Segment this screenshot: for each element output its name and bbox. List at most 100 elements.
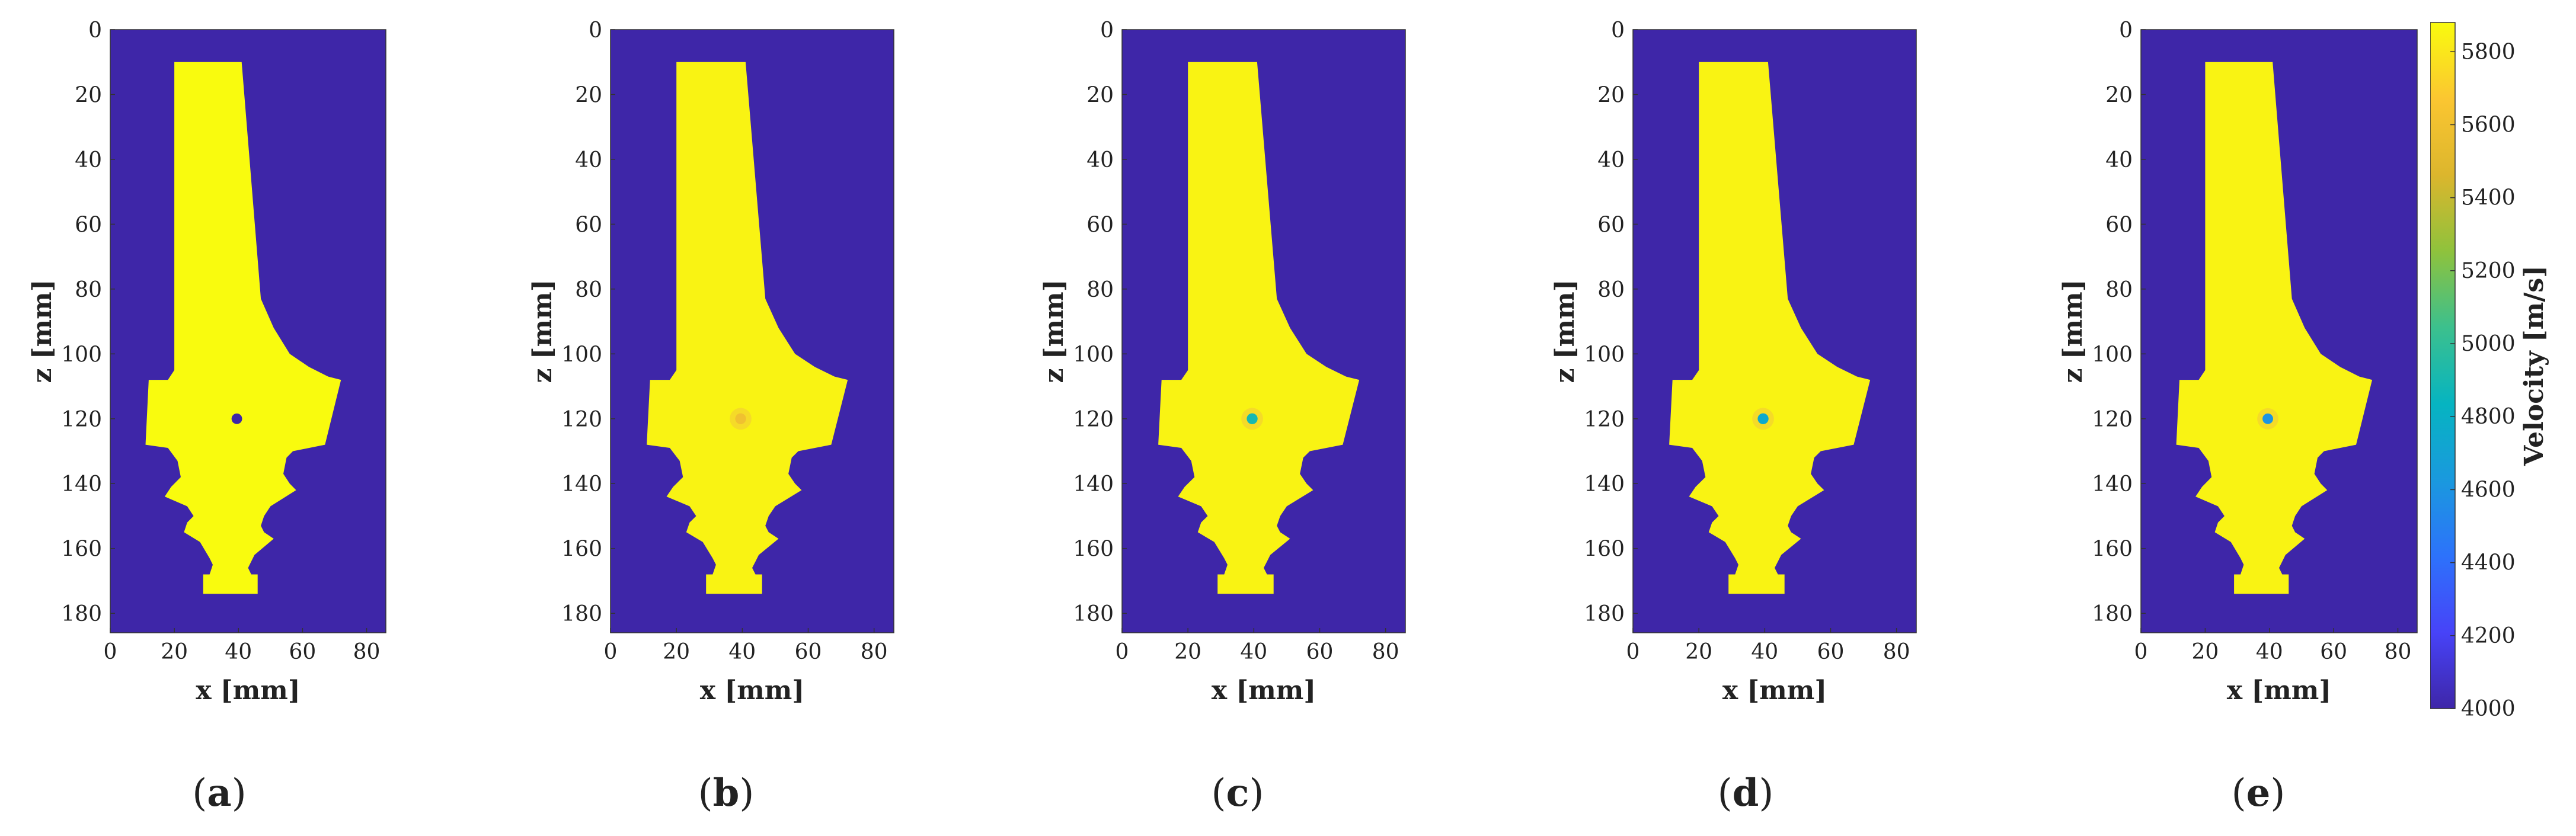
velocity-map-panel-a: 0 20 40 60 80 0 20 40 60 80 100 120 140 160 180 x [mm] z… [27,18,386,815]
x-tick-label: 40 [728,640,756,664]
colorbar-tick-label: 4400 [2461,551,2516,575]
y-axis-title: z [mm] [27,279,57,383]
x-tick-label: 20 [1174,640,1201,664]
x-tick-label: 40 [225,640,252,664]
panel-caption: (b) [698,771,755,815]
x-tick-label: 40 [1240,640,1267,664]
y-tick-label: 40 [2105,148,2133,172]
x-tick-label: 80 [2385,640,2412,664]
plot-frame [1632,29,1917,633]
y-tick-label: 80 [2105,278,2133,302]
x-axis-title: x [mm] [1722,675,1827,706]
x-tick-label: 20 [1685,640,1712,664]
y-tick-label: 60 [2105,213,2133,237]
y-tick-label: 160 [2092,537,2133,562]
x-tick-label: 0 [604,640,618,664]
y-tick-label: 180 [561,602,602,626]
y-tick-label: 120 [1584,408,1625,432]
inclusion-defect [1247,413,1258,424]
colorbar-tick-label: 5400 [2461,186,2516,210]
x-tick-label: 80 [353,640,381,664]
y-axis-title: z [mm] [2058,279,2088,383]
x-tick-label: 60 [2320,640,2347,664]
object-region [647,62,848,594]
y-tick-label: 20 [2105,83,2133,107]
colorbar-tick-label: 4200 [2461,624,2516,648]
colorbar-tick-label: 5600 [2461,113,2516,137]
y-tick-label: 40 [1086,148,1114,172]
x-tick-label: 40 [1751,640,1778,664]
y-tick-label: 100 [1073,342,1114,367]
y-tick-label: 100 [61,342,102,367]
y-tick-label: 100 [1584,342,1625,367]
y-tick-label: 60 [1597,213,1625,237]
velocity-map-panel-e: 0 20 40 60 80 0 20 40 60 80 100 120 140 160 180 x [mm] z… [2058,18,2418,815]
y-tick-label: 0 [88,18,102,43]
y-tick-label: 80 [1597,278,1625,302]
y-tick-label: 100 [561,342,602,367]
y-tick-label: 20 [575,83,602,107]
object-region [2176,62,2373,594]
y-tick-label: 120 [61,408,102,432]
y-tick-label: 120 [561,408,602,432]
panel-caption: (c) [1212,771,1264,815]
colorbar-tick-label: 5200 [2461,259,2516,283]
y-tick-label: 140 [1073,472,1114,497]
x-tick-label: 0 [2134,640,2148,664]
velocity-map-panel-d: 0 20 40 60 80 0 20 40 60 80 100 120 140 160 180 x [mm] z… [1550,18,1917,815]
y-tick-label: 160 [1073,537,1114,562]
y-tick-label: 0 [2119,18,2133,43]
x-tick-label: 0 [1116,640,1129,664]
colorbar-title: Velocity [m/s] [2519,265,2549,466]
x-tick-label: 80 [1372,640,1399,664]
x-tick-label: 0 [1626,640,1640,664]
y-tick-label: 40 [575,148,602,172]
colorbar-tick-label: 4800 [2461,405,2516,429]
plot-frame [2140,29,2418,633]
y-tick-label: 60 [575,213,602,237]
y-tick-label: 160 [561,537,602,562]
y-tick-label: 80 [1086,278,1114,302]
x-tick-label: 20 [161,640,188,664]
y-axis-title: z [mm] [1039,279,1069,383]
x-tick-label: 60 [289,640,317,664]
y-tick-label: 60 [75,213,102,237]
y-tick-label: 0 [1100,18,1114,43]
y-tick-label: 40 [75,148,102,172]
object-region [1669,62,1871,594]
inclusion-defect [231,413,242,424]
inclusion-defect [2262,413,2273,424]
colorbar-tick-label: 4600 [2461,478,2516,502]
y-tick-label: 80 [575,278,602,302]
y-tick-label: 120 [1073,408,1114,432]
y-tick-label: 80 [75,278,102,302]
y-tick-label: 140 [1584,472,1625,497]
y-tick-label: 140 [61,472,102,497]
velocity-map-panel-b: 0 20 40 60 80 0 20 40 60 80 100 120 140 160 180 x [mm] z… [528,18,894,815]
x-axis-title: x [mm] [196,675,300,706]
plot-frame [610,29,894,633]
y-tick-label: 0 [1611,18,1625,43]
y-axis-title: z [mm] [1550,279,1580,383]
y-tick-label: 120 [2092,408,2133,432]
panel-caption: (e) [2232,771,2286,815]
y-tick-label: 180 [1584,602,1625,626]
x-tick-label: 60 [1306,640,1334,664]
colorbar-tick-label: 5800 [2461,40,2516,64]
inclusion-defect [735,413,746,424]
x-tick-label: 80 [1883,640,1910,664]
x-tick-label: 80 [861,640,888,664]
y-tick-label: 40 [1597,148,1625,172]
plot-frame [1121,29,1406,633]
colorbar-gradient [2430,22,2456,709]
y-tick-label: 20 [75,83,102,107]
x-tick-label: 60 [795,640,822,664]
object-region [145,62,341,594]
y-tick-label: 180 [61,602,102,626]
x-tick-label: 20 [663,640,690,664]
plot-frame [110,29,386,633]
x-tick-label: 20 [2191,640,2219,664]
y-tick-label: 180 [1073,602,1114,626]
panel-caption: (a) [192,771,246,815]
